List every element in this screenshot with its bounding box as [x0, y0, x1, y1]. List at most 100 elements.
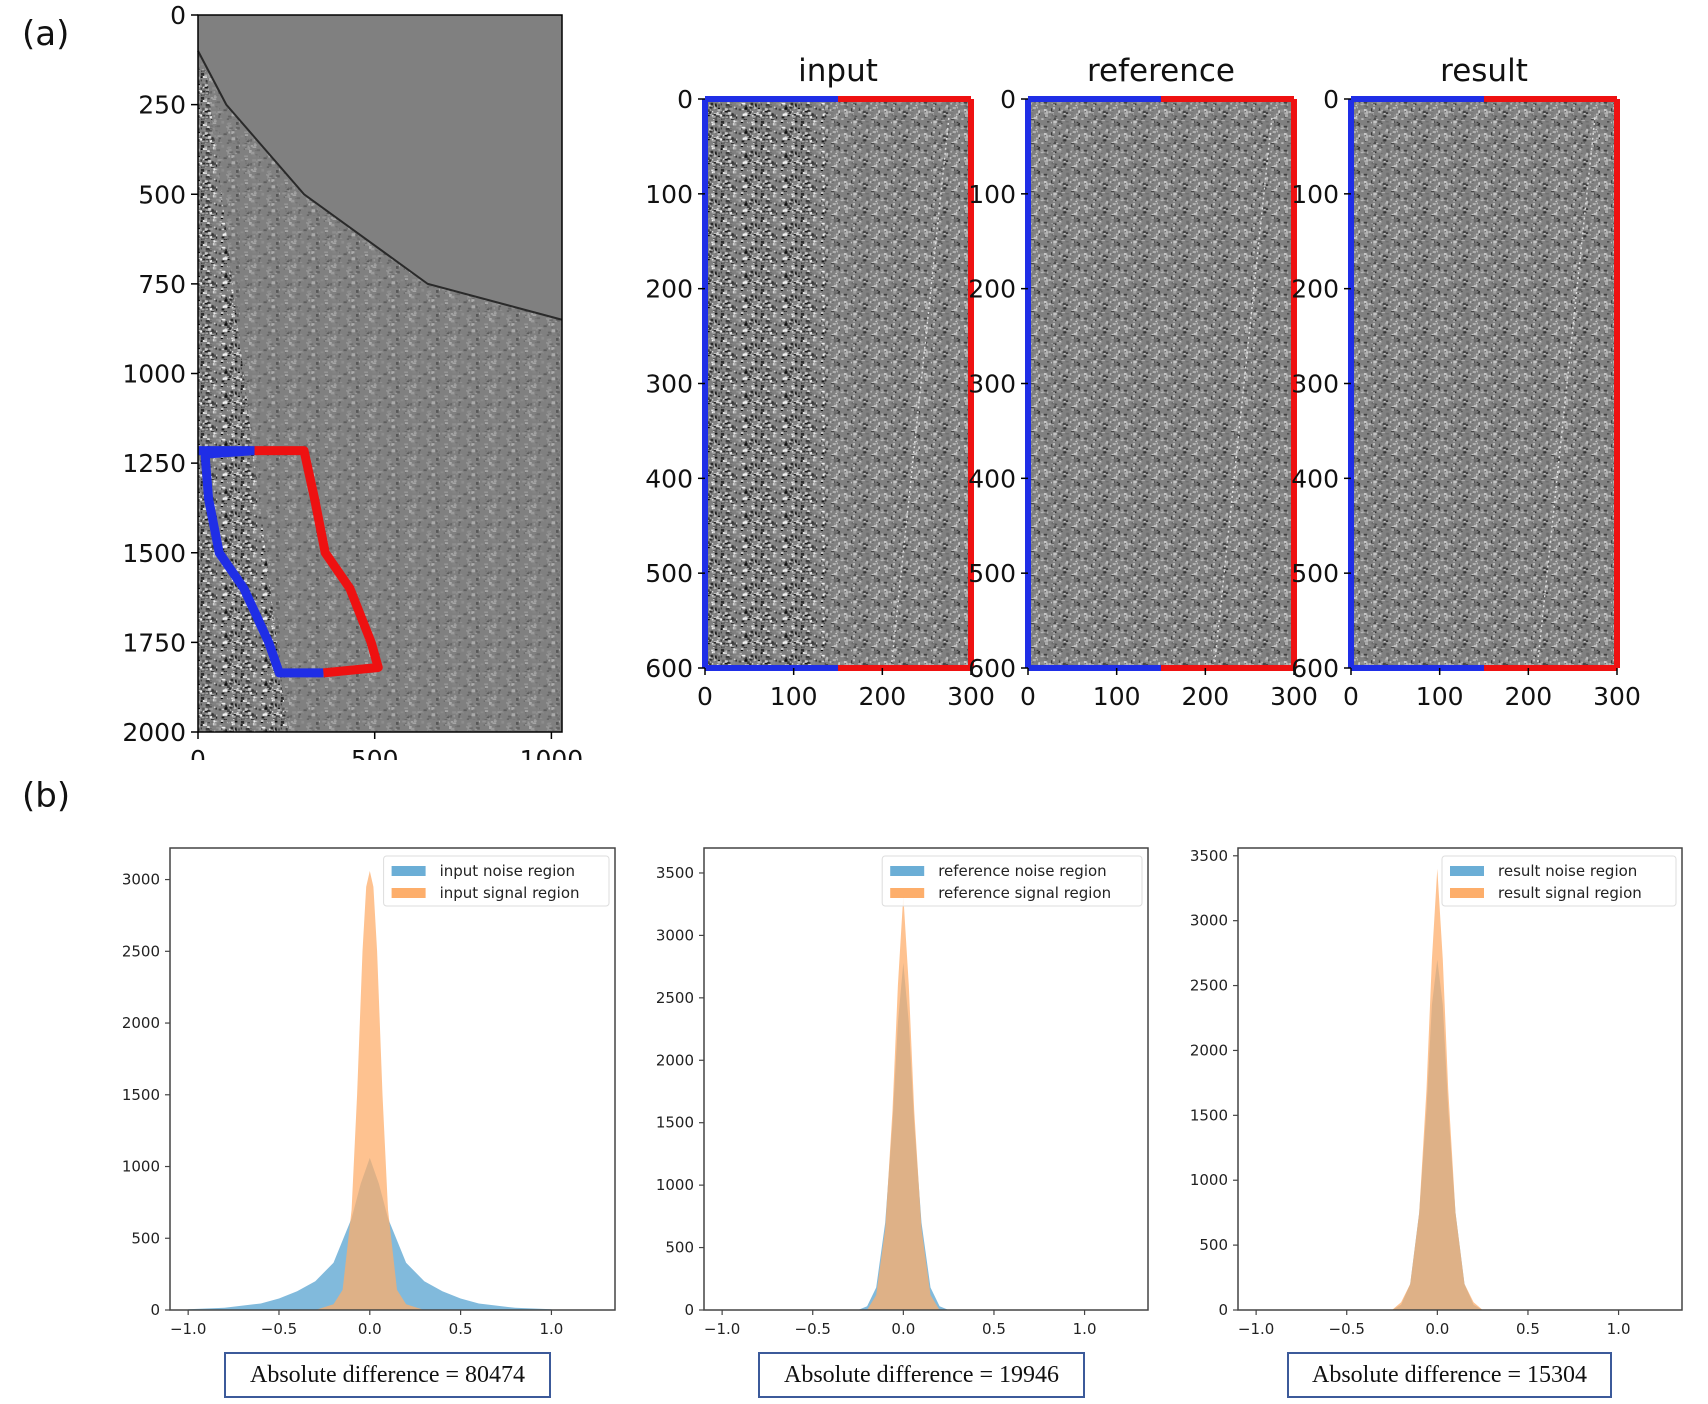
y-tick-label: 600: [645, 654, 693, 683]
x-tick-label: 0.5: [1516, 1320, 1540, 1338]
y-tick-label: 2500: [656, 989, 694, 1007]
annotation-result-abs-diff: Absolute difference = 15304: [1287, 1352, 1612, 1398]
x-tick-label: 300: [947, 682, 995, 711]
y-tick-label: 100: [968, 180, 1016, 209]
x-tick-label: 1.0: [1073, 1320, 1097, 1338]
y-tick-label: 300: [968, 370, 1016, 399]
y-tick-label: 500: [131, 1229, 160, 1247]
y-tick-label: 100: [1291, 180, 1339, 209]
patch-image: [1028, 99, 1294, 668]
y-tick-label: 600: [968, 654, 1016, 683]
patch-noise-band: [705, 99, 825, 668]
y-tick-label: 1000: [656, 1176, 694, 1194]
x-tick-label: 1000: [520, 745, 584, 760]
y-tick-label: 3000: [656, 926, 694, 944]
x-tick-label: 500: [351, 745, 399, 760]
y-tick-label: 250: [138, 91, 186, 120]
y-tick-label: 200: [645, 275, 693, 304]
x-tick-label: 0: [190, 745, 206, 760]
annotation-reference-abs-diff: Absolute difference = 19946: [758, 1352, 1085, 1398]
patch-title: result: [1440, 53, 1528, 89]
patch-input-axes: input01002003004005006000100200300: [645, 53, 995, 711]
y-tick-label: 500: [968, 559, 1016, 588]
y-tick-label: 0: [170, 1, 186, 30]
x-tick-label: −0.5: [795, 1320, 831, 1338]
patch-title: reference: [1087, 53, 1235, 89]
y-tick-label: 200: [1291, 275, 1339, 304]
x-tick-label: 0.5: [449, 1320, 473, 1338]
y-tick-label: 500: [1291, 559, 1339, 588]
y-tick-label: 300: [1291, 370, 1339, 399]
y-tick-label: 0: [677, 85, 693, 114]
x-tick-label: 0.0: [358, 1320, 382, 1338]
y-tick-label: 0: [1323, 85, 1339, 114]
hist-result-axes: 0500100015002000250030003500−1.0−0.50.00…: [1190, 847, 1682, 1338]
y-tick-label: 200: [968, 275, 1016, 304]
hist-input-axes: 050010001500200025003000−1.0−0.50.00.51.…: [122, 848, 615, 1338]
x-tick-label: 0.0: [1425, 1320, 1449, 1338]
y-tick-label: 2000: [122, 1014, 160, 1032]
legend-swatch: [392, 866, 426, 876]
y-tick-label: 1500: [122, 1086, 160, 1104]
x-tick-label: 100: [1093, 682, 1141, 711]
legend: reference noise regionreference signal r…: [882, 856, 1142, 906]
y-tick-label: 500: [1199, 1236, 1228, 1254]
y-tick-label: 2500: [1190, 977, 1228, 995]
x-tick-label: −0.5: [261, 1320, 297, 1338]
legend-label: reference noise region: [938, 862, 1106, 880]
x-tick-label: 300: [1270, 682, 1318, 711]
x-tick-label: −0.5: [1329, 1320, 1365, 1338]
x-tick-label: 200: [1504, 682, 1552, 711]
legend-swatch: [890, 888, 924, 898]
y-tick-label: 0: [684, 1301, 694, 1319]
x-tick-label: −1.0: [170, 1320, 206, 1338]
histogram-figure: 0 500 1000 1500 2000 2500 3000 −1.0 −0.5 0.0 0.5 1.…: [0, 760, 1708, 1404]
y-tick-label: 1750: [122, 628, 186, 657]
x-tick-label: −1.0: [704, 1320, 740, 1338]
y-tick-label: 2000: [1190, 1041, 1228, 1059]
y-tick-label: 0: [1218, 1301, 1228, 1319]
x-tick-label: 200: [1181, 682, 1229, 711]
y-tick-label: 1500: [122, 539, 186, 568]
patch-title: input: [798, 53, 878, 89]
y-tick-label: 500: [665, 1239, 694, 1257]
x-tick-label: 0: [1343, 682, 1359, 711]
legend-swatch: [392, 888, 426, 898]
legend: result noise regionresult signal region: [1442, 856, 1676, 906]
x-tick-label: 1.0: [539, 1320, 563, 1338]
annotation-input-abs-diff: Absolute difference = 80474: [224, 1352, 551, 1398]
legend-swatch: [890, 866, 924, 876]
seismic-figure: 02505007501000125015001750200005001000in…: [0, 0, 1708, 760]
patch-reference-axes: reference01002003004005006000100200300: [968, 53, 1318, 711]
x-tick-label: 100: [770, 682, 818, 711]
y-tick-label: 2000: [122, 718, 186, 747]
x-tick-label: 100: [1416, 682, 1464, 711]
shot-gather-axes: 02505007501000125015001750200005001000: [122, 1, 583, 760]
y-tick-label: 3500: [656, 864, 694, 882]
y-tick-label: 1000: [1190, 1171, 1228, 1189]
x-tick-label: 0.5: [982, 1320, 1006, 1338]
y-tick-label: 300: [645, 370, 693, 399]
patch-image: [1351, 99, 1617, 668]
legend-label: input signal region: [440, 884, 580, 902]
y-tick-label: 0: [1000, 85, 1016, 114]
legend-swatch: [1450, 888, 1484, 898]
x-tick-label: 1.0: [1607, 1320, 1631, 1338]
hist-reference-axes: 0500100015002000250030003500−1.0−0.50.00…: [656, 848, 1148, 1338]
y-tick-label: 2500: [122, 942, 160, 960]
x-tick-label: 0.0: [891, 1320, 915, 1338]
y-tick-label: 500: [645, 559, 693, 588]
legend-label: result signal region: [1498, 884, 1642, 902]
y-tick-label: 1250: [122, 449, 186, 478]
x-tick-label: 0: [697, 682, 713, 711]
y-tick-label: 3000: [122, 871, 160, 889]
legend-label: input noise region: [440, 862, 575, 880]
patch-result-axes: result01002003004005006000100200300: [1291, 53, 1641, 711]
y-tick-label: 500: [138, 180, 186, 209]
y-tick-label: 3500: [1190, 847, 1228, 865]
x-tick-label: 0: [1020, 682, 1036, 711]
y-tick-label: 400: [645, 464, 693, 493]
y-tick-label: 400: [968, 464, 1016, 493]
y-tick-label: 2000: [656, 1051, 694, 1069]
y-tick-label: 100: [645, 180, 693, 209]
